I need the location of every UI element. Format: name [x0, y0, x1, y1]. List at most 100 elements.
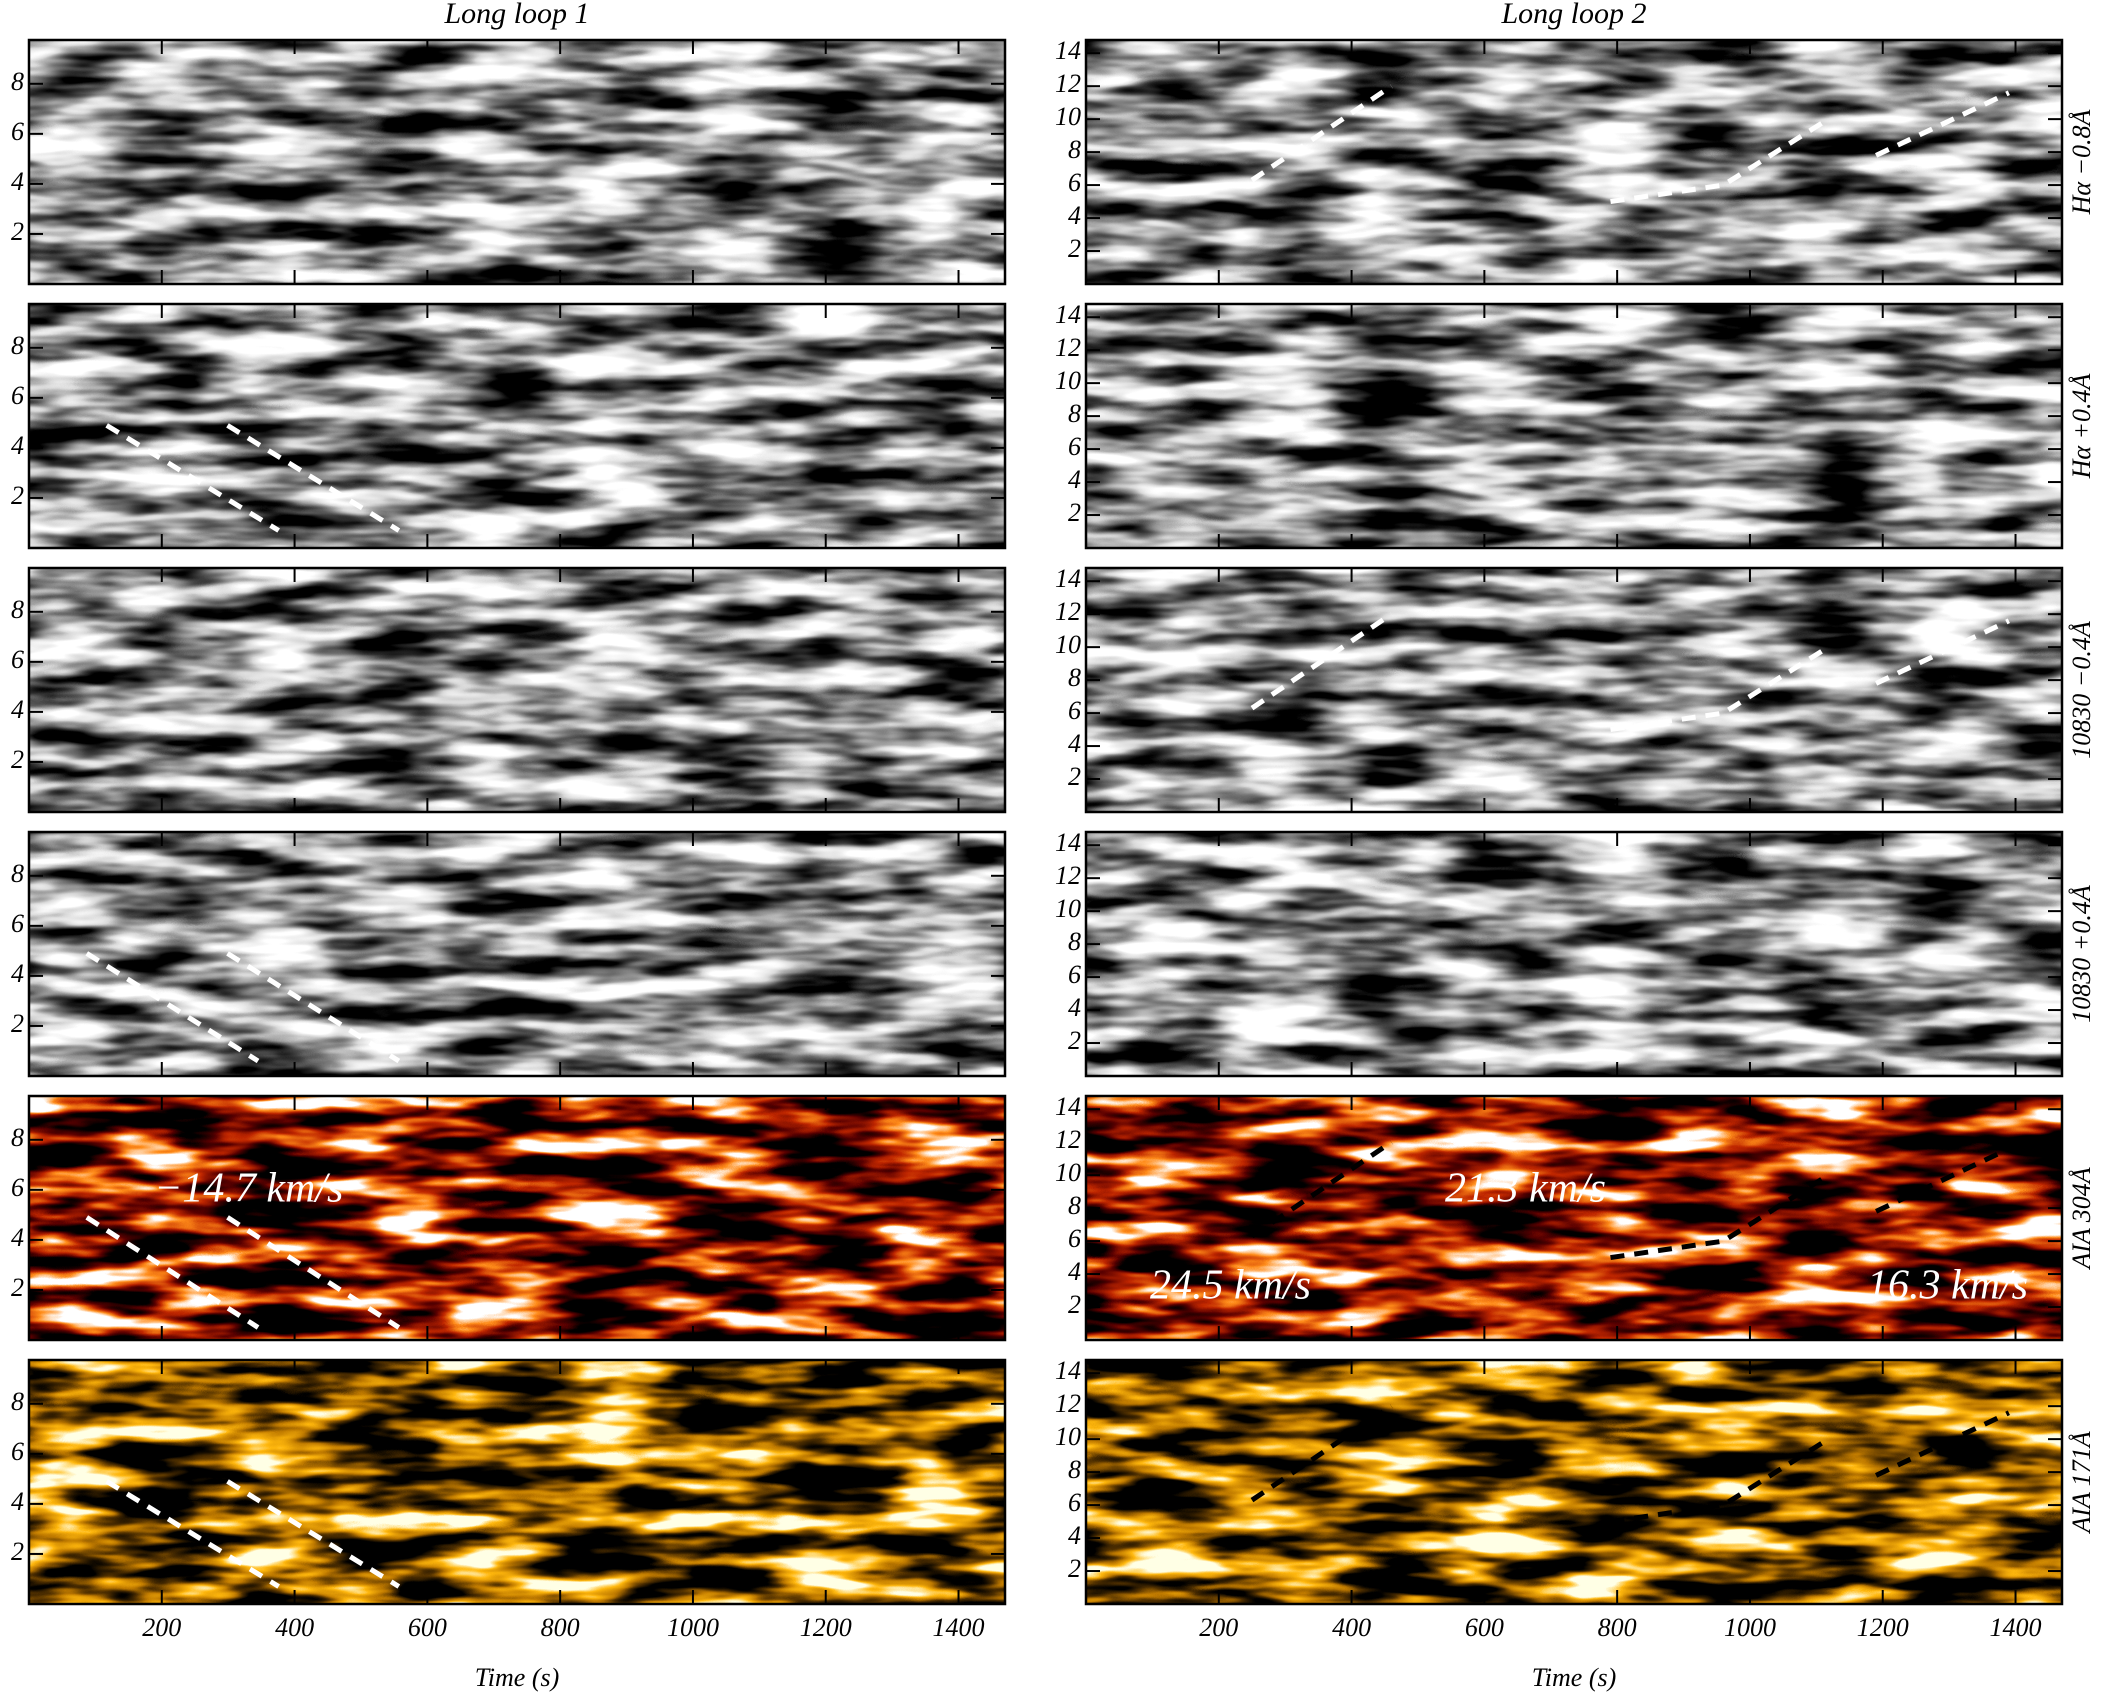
y-tick-label: 10 — [1055, 894, 1081, 923]
y-tick-label: 8 — [11, 1387, 24, 1416]
x-axis-label: Time (s) — [475, 1663, 560, 1692]
panel-frame — [1084, 38, 2064, 286]
y-tick-label: 2 — [1068, 1290, 1081, 1319]
fit-line — [1610, 1440, 1825, 1525]
fit-line — [226, 423, 401, 533]
y-tick-label: 2 — [11, 481, 24, 510]
y-tick-label: 10 — [1055, 366, 1081, 395]
y-tick-label: 2 — [11, 1537, 24, 1566]
fit-line — [1875, 618, 2010, 686]
y-tick-label: 8 — [1068, 1191, 1081, 1220]
panel-frame — [27, 1358, 1007, 1606]
y-tick-label: 6 — [11, 645, 24, 674]
x-tick-label: 1200 — [1857, 1613, 1909, 1642]
fit-line — [1250, 612, 1393, 711]
y-tick-label: 4 — [11, 695, 24, 724]
x-tick-label: 1000 — [667, 1613, 719, 1642]
fit-line — [85, 1215, 260, 1330]
y-tick-label: 2 — [1068, 498, 1081, 527]
y-tick-label: 10 — [1055, 1158, 1081, 1187]
y-tick-label: 2 — [11, 1009, 24, 1038]
y-tick-label: 4 — [11, 1223, 24, 1252]
x-tick-label: 400 — [275, 1613, 314, 1642]
fit-line — [1875, 90, 2010, 158]
x-tick-label: 800 — [541, 1613, 580, 1642]
fit-line — [105, 1479, 280, 1589]
x-tick-label: 600 — [1465, 1613, 1504, 1642]
y-tick-label: 12 — [1055, 69, 1081, 98]
y-tick-label: 2 — [1068, 234, 1081, 263]
y-tick-label: 14 — [1055, 300, 1081, 329]
heatmap-image — [1086, 832, 2062, 1076]
y-tick-label: 6 — [1068, 432, 1081, 461]
panel-frame — [1084, 302, 2064, 550]
panel-title: Long loop 2 — [1500, 0, 1646, 30]
y-tick-label: 12 — [1055, 333, 1081, 362]
panel-frame — [1084, 830, 2064, 1078]
fit-line — [1610, 648, 1825, 733]
y-tick-label: 4 — [1068, 1257, 1081, 1286]
y-tick-label: 2 — [1068, 1554, 1081, 1583]
y-tick-label: 14 — [1055, 828, 1081, 857]
fit-line — [1250, 84, 1393, 183]
x-tick-label: 600 — [408, 1613, 447, 1642]
y-tick-label: 4 — [11, 959, 24, 988]
annotation: −14.7 km/s — [154, 1166, 343, 1212]
y-tick-label: 6 — [1068, 168, 1081, 197]
y-tick-label: 4 — [11, 431, 24, 460]
y-tick-label: 6 — [1068, 960, 1081, 989]
y-tick-label: 2 — [1068, 1026, 1081, 1055]
x-tick-label: 1200 — [800, 1613, 852, 1642]
y-tick-label: 2 — [11, 745, 24, 774]
panel-frame — [1084, 1358, 2064, 1606]
y-tick-label: 4 — [1068, 729, 1081, 758]
y-tick-label: 12 — [1055, 861, 1081, 890]
y-tick-label: 2 — [1068, 762, 1081, 791]
x-axis-label: Time (s) — [1532, 1663, 1617, 1692]
heatmap-image — [1086, 568, 2062, 812]
y-tick-label: 14 — [1055, 1092, 1081, 1121]
y-tick-label: 8 — [11, 595, 24, 624]
y-tick-label: 4 — [1068, 465, 1081, 494]
heatmap-image — [29, 304, 1005, 548]
y-tick-label: 8 — [11, 859, 24, 888]
y-tick-label: 10 — [1055, 102, 1081, 131]
y-tick-label: 10 — [1055, 630, 1081, 659]
x-tick-label: 200 — [142, 1613, 181, 1642]
y-tick-label: 4 — [1068, 1521, 1081, 1550]
y-tick-label: 6 — [11, 1437, 24, 1466]
panel-frame — [27, 566, 1007, 814]
annotation: 16.3 km/s — [1867, 1263, 2028, 1309]
row-label: AIA 171Å — [2067, 1431, 2096, 1534]
y-tick-label: 14 — [1055, 36, 1081, 65]
y-tick-label: 6 — [11, 909, 24, 938]
x-tick-label: 1400 — [1990, 1613, 2042, 1642]
y-tick-label: 12 — [1055, 597, 1081, 626]
x-tick-label: 1400 — [933, 1613, 985, 1642]
row-label: Hα −0.8Å — [2067, 109, 2096, 215]
fit-line — [1610, 120, 1825, 205]
fit-line — [226, 1215, 401, 1330]
y-tick-label: 4 — [1068, 201, 1081, 230]
y-tick-label: 6 — [11, 381, 24, 410]
y-tick-label: 8 — [11, 331, 24, 360]
fit-line — [226, 1479, 401, 1589]
y-tick-label: 4 — [11, 167, 24, 196]
y-tick-label: 8 — [1068, 399, 1081, 428]
row-label: AIA 304Å — [2067, 1167, 2096, 1270]
fit-line — [1610, 1176, 1825, 1261]
y-tick-label: 6 — [11, 117, 24, 146]
y-tick-label: 4 — [11, 1487, 24, 1516]
y-tick-label: 8 — [11, 1123, 24, 1152]
fit-line — [105, 423, 280, 533]
y-tick-label: 8 — [1068, 135, 1081, 164]
row-label: 10830 −0.4Å — [2067, 621, 2096, 759]
y-tick-label: 6 — [1068, 1488, 1081, 1517]
heatmap-image — [1086, 304, 2062, 548]
y-tick-label: 4 — [1068, 993, 1081, 1022]
panel-frame — [1084, 1094, 2064, 1342]
annotation: 21.3 km/s — [1445, 1166, 1606, 1212]
x-tick-label: 200 — [1199, 1613, 1238, 1642]
x-tick-label: 800 — [1598, 1613, 1637, 1642]
